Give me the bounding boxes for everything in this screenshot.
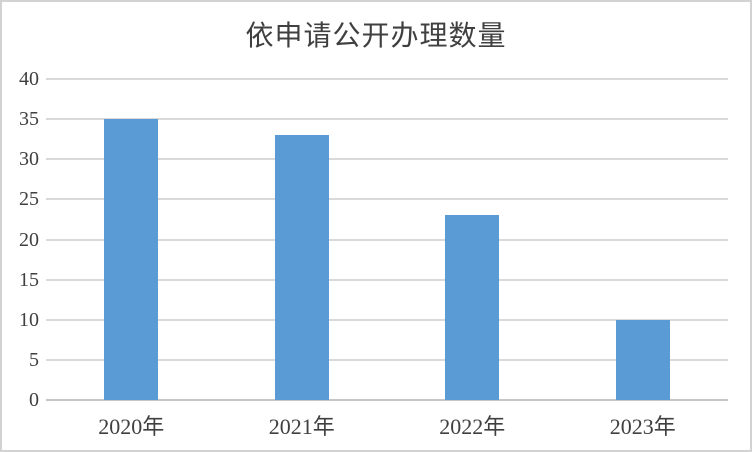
x-tick-label-2023年: 2023年 — [609, 414, 676, 439]
gridline-30 — [46, 158, 728, 161]
x-tick-label-2022年: 2022年 — [439, 414, 506, 439]
bar-2022年 — [445, 215, 500, 400]
gridline-10 — [46, 318, 728, 321]
bar-2020年 — [104, 119, 159, 400]
y-tick-label-5: 5 — [29, 348, 39, 371]
y-tick-label-30: 30 — [19, 148, 39, 171]
x-tick-label-2021年: 2021年 — [268, 414, 335, 439]
y-tick-label-25: 25 — [19, 188, 39, 211]
y-tick-label-10: 10 — [19, 308, 39, 331]
bar-2023年 — [615, 319, 670, 400]
y-tick-label-0: 0 — [29, 389, 39, 411]
chart-title: 依申请公开办理数量 — [245, 21, 507, 52]
gridline-35 — [46, 118, 728, 121]
plot-area — [46, 78, 728, 401]
gridline-20 — [46, 238, 728, 241]
gridline-15 — [46, 278, 728, 281]
x-tick-label-2020年: 2020年 — [98, 414, 165, 439]
gridline-0 — [46, 399, 728, 401]
y-tick-label-40: 40 — [19, 68, 39, 90]
y-tick-label-20: 20 — [19, 228, 39, 251]
y-tick-label-15: 15 — [19, 268, 39, 291]
y-tick-label-35: 35 — [19, 108, 39, 131]
bar-2021年 — [274, 135, 329, 400]
gridline-5 — [46, 358, 728, 361]
gridline-25 — [46, 198, 728, 201]
gridline-40 — [46, 78, 728, 80]
